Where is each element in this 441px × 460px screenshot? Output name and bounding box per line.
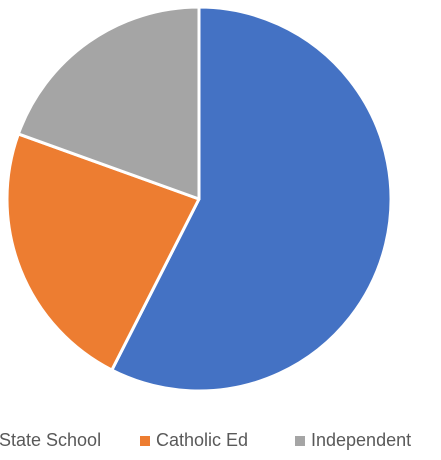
pie-slice-catholic-ed	[5, 132, 201, 372]
legend-label-catholic-ed: Catholic Ed	[156, 430, 249, 450]
legend-item-catholic-ed: Catholic Ed	[140, 430, 248, 451]
legend-label-state-school: State School	[0, 430, 102, 450]
legend-swatch-independent	[295, 435, 305, 446]
pie-slice-independent	[16, 5, 201, 201]
legend: State School Catholic Ed Independent	[0, 430, 441, 454]
legend-item-state-school: State School	[0, 430, 101, 451]
pie-slice-state-school	[110, 5, 393, 393]
legend-swatch-catholic-ed	[140, 435, 150, 446]
legend-item-independent: Independent	[295, 430, 411, 451]
legend-label-independent: Independent	[311, 430, 412, 450]
